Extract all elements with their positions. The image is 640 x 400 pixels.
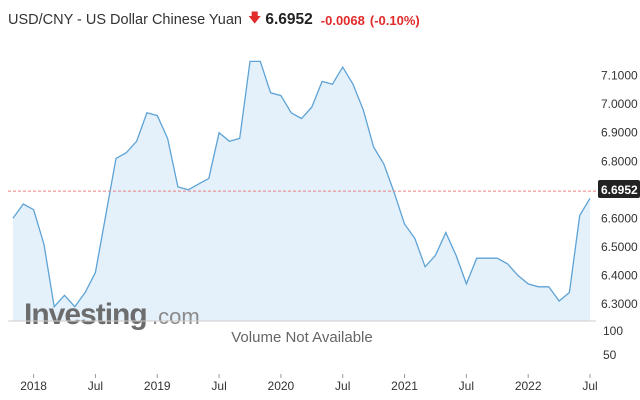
price-area-fill <box>13 61 590 322</box>
x-axis: 2018 Jul 2019 Jul 2020 Jul 2021 Jul 2022 Jul <box>20 374 598 393</box>
volume-tick-100: 100 <box>603 324 623 338</box>
volume-not-available: Volume Not Available <box>231 329 372 346</box>
investing-watermark: Investing .com <box>24 298 200 331</box>
y-tick-label: 6.9000 <box>601 126 638 140</box>
y-tick-label: 6.5000 <box>601 240 638 254</box>
x-tick-label: Jul <box>582 379 597 393</box>
current-price-marker: 6.6952 <box>598 180 640 198</box>
price-change: -0.0068 <box>320 12 365 28</box>
volume-tick-50: 50 <box>603 348 617 362</box>
x-tick-label: 2018 <box>20 379 47 393</box>
instrument-title: USD/CNY - US Dollar Chinese Yuan <box>8 12 242 28</box>
y-tick-label: 6.4000 <box>601 268 638 282</box>
x-tick-label: 2022 <box>515 379 542 393</box>
x-tick-label: 2021 <box>391 379 418 393</box>
current-price-box <box>598 180 640 198</box>
price-change-percent: (-0.10%) <box>369 12 420 28</box>
x-tick-label: 2019 <box>144 379 171 393</box>
x-tick-label: Jul <box>211 379 226 393</box>
chart-header: USD/CNY - US Dollar Chinese Yuan 🡇 6.695… <box>8 8 420 32</box>
y-axis: 7.1000 7.0000 6.9000 6.8000 6.6000 6.5000 6.40… <box>601 69 638 311</box>
current-price-axis-label: 6.6952 <box>601 183 638 197</box>
x-tick-label: Jul <box>88 379 103 393</box>
y-tick-label: 7.0000 <box>601 97 638 111</box>
area-layer <box>13 61 590 322</box>
y-tick-label: 7.1000 <box>601 69 638 83</box>
x-tick-label: 2020 <box>268 379 295 393</box>
watermark-brand: Investing <box>24 298 147 331</box>
x-tick-label: Jul <box>459 379 474 393</box>
watermark-domain: .com <box>152 304 200 329</box>
y-tick-label: 6.3000 <box>601 297 638 311</box>
y-tick-label: 6.8000 <box>601 154 638 168</box>
line-layer <box>12 60 591 309</box>
current-price: 6.6952 <box>265 11 313 28</box>
price-line <box>12 60 591 309</box>
volume-pane: Volume Not Available 100 50 <box>231 324 623 362</box>
down-arrow-icon: 🡇 <box>247 10 262 25</box>
x-tick-label: Jul <box>335 379 350 393</box>
y-tick-label: 6.6000 <box>601 211 638 225</box>
